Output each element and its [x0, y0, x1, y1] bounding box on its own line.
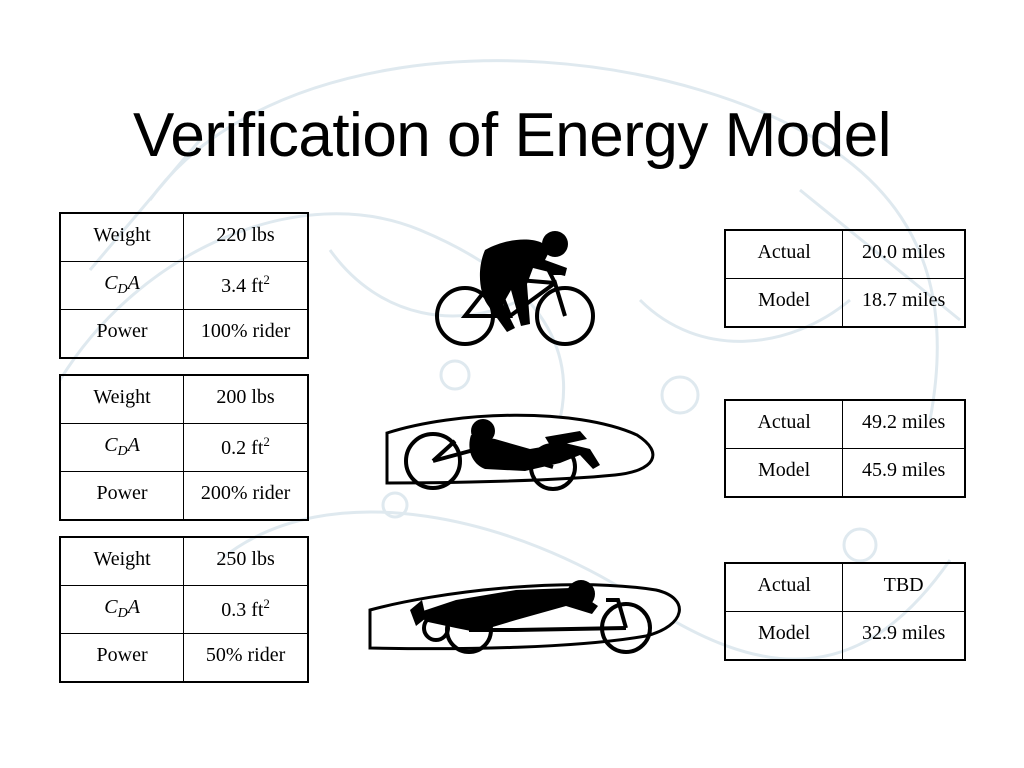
table-row: Actual 20.0 miles	[724, 229, 966, 279]
table-row: Model 18.7 miles	[724, 278, 966, 328]
table-row: Power 100% rider	[59, 309, 309, 359]
table-row: Weight 220 lbs	[59, 212, 309, 262]
table-row: CDA 3.4 ft2	[59, 261, 309, 310]
upright-bicycle-rider-icon	[435, 231, 595, 346]
cda-label: CDA	[59, 585, 185, 634]
model-label: Model	[724, 448, 844, 498]
table-row: Weight 200 lbs	[59, 374, 309, 424]
model-label: Model	[724, 611, 844, 661]
table-row: Actual TBD	[724, 562, 966, 612]
cda-value: 3.4 ft2	[183, 261, 309, 310]
weight-label: Weight	[59, 212, 185, 262]
power-value: 50% rider	[183, 633, 309, 683]
table-row: Actual 49.2 miles	[724, 399, 966, 449]
model-value: 18.7 miles	[842, 278, 966, 328]
weight-label: Weight	[59, 536, 185, 586]
model-label: Model	[724, 278, 844, 328]
result-table-upright-bike: Actual 20.0 miles Model 18.7 miles	[724, 229, 966, 328]
power-label: Power	[59, 309, 185, 359]
actual-label: Actual	[724, 562, 844, 612]
prone-streamliner-icon	[368, 580, 681, 654]
power-label: Power	[59, 471, 185, 521]
spec-table-prone-streamliner: Weight 250 lbs CDA 0.3 ft2 Power 50% rid…	[59, 536, 309, 683]
actual-label: Actual	[724, 229, 844, 279]
actual-value: 20.0 miles	[842, 229, 966, 279]
cda-label: CDA	[59, 423, 185, 472]
actual-value: 49.2 miles	[842, 399, 966, 449]
recumbent-streamliner-icon	[385, 413, 655, 491]
spec-table-recumbent-streamliner: Weight 200 lbs CDA 0.2 ft2 Power 200% ri…	[59, 374, 309, 521]
model-value: 45.9 miles	[842, 448, 966, 498]
table-row: Weight 250 lbs	[59, 536, 309, 586]
cda-value: 0.3 ft2	[183, 585, 309, 634]
table-row: Model 32.9 miles	[724, 611, 966, 661]
result-table-prone-streamliner: Actual TBD Model 32.9 miles	[724, 562, 966, 661]
power-label: Power	[59, 633, 185, 683]
table-row: Power 50% rider	[59, 633, 309, 683]
table-row: Model 45.9 miles	[724, 448, 966, 498]
weight-value: 250 lbs	[183, 536, 309, 586]
model-value: 32.9 miles	[842, 611, 966, 661]
spec-table-upright-bike: Weight 220 lbs CDA 3.4 ft2 Power 100% ri…	[59, 212, 309, 359]
cda-value: 0.2 ft2	[183, 423, 309, 472]
weight-value: 220 lbs	[183, 212, 309, 262]
power-value: 200% rider	[183, 471, 309, 521]
result-table-recumbent-streamliner: Actual 49.2 miles Model 45.9 miles	[724, 399, 966, 498]
power-value: 100% rider	[183, 309, 309, 359]
weight-label: Weight	[59, 374, 185, 424]
weight-value: 200 lbs	[183, 374, 309, 424]
cda-label: CDA	[59, 261, 185, 310]
table-row: CDA 0.2 ft2	[59, 423, 309, 472]
slide-title: Verification of Energy Model	[133, 101, 891, 170]
table-row: Power 200% rider	[59, 471, 309, 521]
actual-label: Actual	[724, 399, 844, 449]
table-row: CDA 0.3 ft2	[59, 585, 309, 634]
actual-value: TBD	[842, 562, 966, 612]
